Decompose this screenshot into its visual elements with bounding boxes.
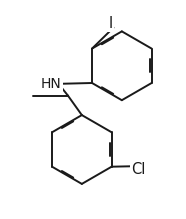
Text: Cl: Cl (131, 162, 146, 177)
Text: HN: HN (41, 77, 62, 91)
Text: I: I (109, 16, 113, 30)
